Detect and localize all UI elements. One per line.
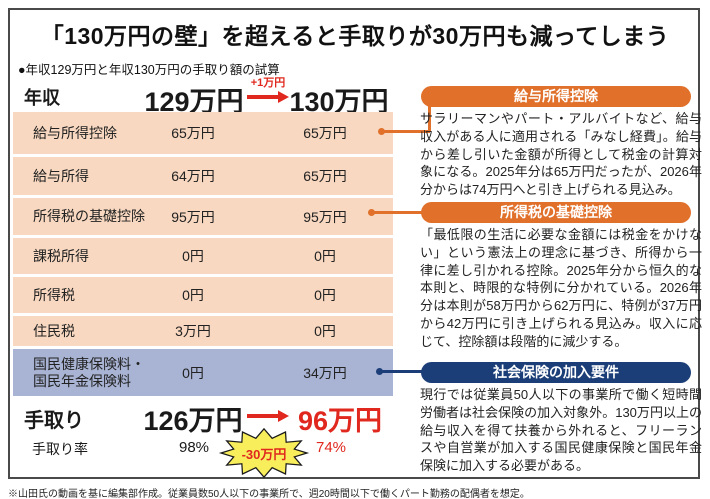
- row-label: 国民健康保険料・ 国民年金保険料: [33, 355, 145, 389]
- table-row: 住民税 3万円 0円: [13, 316, 393, 346]
- info-box-title-social-insurance: 社会保険の加入要件: [421, 362, 691, 383]
- row-label: 給与所得: [33, 167, 89, 184]
- net-income-label: 手取り: [24, 410, 84, 432]
- table-row: 給与所得 64万円 65万円: [13, 157, 393, 195]
- net-income-130: 96万円: [297, 406, 383, 436]
- table-row: 所得税の基礎控除 95万円 95万円: [13, 198, 393, 235]
- info-box-title-basic-deduction: 所得税の基礎控除: [421, 202, 691, 223]
- footnote: ※山田氏の動画を基に編集部作成。従業員数50人以下の事業所で、週20時間以下で働…: [8, 489, 530, 499]
- row-value-130: 0円: [314, 323, 336, 339]
- burst-badge-text: -30万円: [241, 446, 287, 462]
- subtitle: ●年収129万円と年収130万円の手取り額の試算: [18, 63, 280, 77]
- net-income-129: 126万円: [143, 406, 243, 436]
- table-row: 課税所得 0円 0円: [13, 238, 393, 274]
- table-row: 所得税 0円 0円: [13, 277, 393, 313]
- connector-line-1-vertical: [428, 100, 431, 132]
- row-value-129: 95万円: [171, 208, 215, 225]
- plus-one-note: +1万円: [250, 77, 286, 89]
- row-value-130: 65万円: [303, 168, 347, 184]
- info-box-body-social-insurance: 現行では従業員50人以下の事業所で働く短時間労働者は社会保険の加入対象外。130…: [420, 387, 702, 474]
- row-value-130: 34万円: [303, 364, 347, 381]
- table-row: 給与所得控除 65万円 65万円: [13, 112, 393, 154]
- row-value-130: 95万円: [303, 208, 347, 225]
- row-label: 住民税: [33, 322, 75, 339]
- page-title: 「130万円の壁」を超えると手取りが30万円も減ってしまう: [40, 23, 670, 49]
- row-value-130: 0円: [314, 287, 336, 303]
- column-header-income: 年収: [24, 88, 60, 108]
- row-value-129: 64万円: [171, 168, 215, 184]
- row-value-129: 0円: [182, 364, 204, 381]
- info-box-title-salary-deduction: 給与所得控除: [421, 86, 691, 107]
- connector-line-2: [371, 211, 427, 214]
- row-label: 所得税: [33, 286, 75, 303]
- net-rate-130: 74%: [315, 439, 347, 456]
- row-label: 所得税の基礎控除: [33, 208, 145, 225]
- starburst-icon: [218, 427, 310, 479]
- info-box-body-salary-deduction: サラリーマンやパート・アルバイトなど、給与収入がある人に適用される「みなし経費」…: [420, 111, 702, 198]
- row-value-129: 65万円: [171, 125, 215, 141]
- info-box-body-basic-deduction: 「最低限の生活に必要な金額には税金をかけない」という憲法上の理念に基づき、所得か…: [420, 227, 702, 349]
- row-label: 課税所得: [33, 247, 89, 264]
- row-value-129: 0円: [182, 248, 204, 264]
- row-value-129: 3万円: [175, 323, 211, 339]
- net-rate-label: 手取り率: [32, 441, 88, 457]
- connector-line-1: [381, 130, 430, 133]
- net-rate-129: 98%: [178, 439, 210, 456]
- row-value-130: 0円: [314, 248, 336, 264]
- row-value-130: 65万円: [303, 125, 347, 141]
- row-value-129: 0円: [182, 287, 204, 303]
- row-label: 給与所得控除: [33, 124, 117, 141]
- burst-badge: -30万円: [215, 427, 313, 479]
- connector-line-3: [379, 370, 427, 373]
- table-row-insurance: 国民健康保険料・ 国民年金保険料 0円 34万円: [13, 349, 393, 396]
